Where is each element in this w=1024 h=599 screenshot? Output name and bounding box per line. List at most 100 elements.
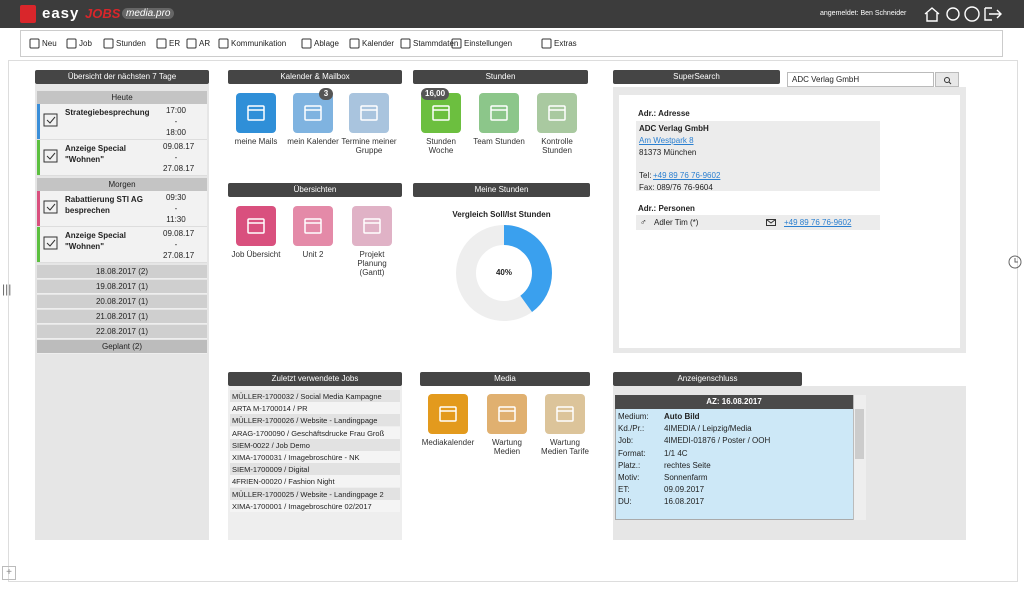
tile[interactable] — [293, 206, 333, 246]
address-box — [636, 121, 880, 191]
fax: Fax: 089/76 76-9604 — [639, 183, 713, 192]
toolbar-icon — [103, 38, 114, 49]
toolbar-item[interactable]: Extras — [554, 39, 577, 48]
job-row[interactable]: SIEM-1700009 / Digital — [230, 463, 400, 476]
field-value: 4IMEDI-01876 / Poster / OOH — [664, 436, 771, 446]
toolbar-icon — [349, 38, 360, 49]
tile-icon — [498, 406, 516, 422]
field-value: 4IMEDIA / Leipzig/Media — [664, 424, 752, 434]
address-street[interactable]: Am Westpark 8 — [639, 136, 694, 145]
field-label: Platz.: — [618, 460, 641, 470]
job-row[interactable]: SIEM-0022 / Job Demo — [230, 438, 400, 451]
tile[interactable] — [352, 206, 392, 246]
job-row[interactable]: ARAG-1700090 / Geschäftsdrucke Frau Groß — [230, 426, 400, 439]
refresh-icon[interactable] — [946, 7, 960, 21]
tile[interactable] — [428, 394, 468, 434]
job-row[interactable]: XIMA-1700001 / Imagebroschüre 02/2017 — [230, 499, 400, 512]
person-name: Adler Tim (*) — [654, 218, 699, 227]
job-row[interactable]: MÜLLER-1700032 / Social Media Kampagne — [230, 390, 400, 402]
event-stripe — [37, 191, 40, 226]
section-heading: Adr.: Personen — [638, 204, 695, 213]
job-row[interactable]: ARTA M-1700014 / PR — [230, 402, 400, 415]
tile[interactable] — [479, 93, 519, 133]
toolbar-item[interactable]: Kommunikation — [231, 39, 287, 48]
toolbar-icon — [541, 38, 552, 49]
toolbar-item[interactable]: Einstellungen — [464, 39, 513, 48]
logout-icon[interactable] — [984, 7, 1002, 21]
tile[interactable] — [236, 93, 276, 133]
help-icon[interactable] — [964, 6, 980, 22]
side-handle[interactable]: ||| — [2, 282, 12, 296]
field-label: Motiv: — [618, 473, 640, 482]
search-button[interactable] — [935, 72, 959, 87]
tile[interactable] — [236, 206, 276, 246]
history-icon[interactable] — [1008, 255, 1022, 269]
job-row[interactable]: MÜLLER-1700026 / Website - Landingpage — [230, 414, 400, 427]
tile-icon — [247, 105, 265, 121]
event-row[interactable]: Anzeige Special "Wohnen" 09.08.17 - 27.08.1… — [37, 140, 207, 176]
add-tab[interactable]: + — [2, 566, 16, 580]
event-row[interactable]: Rabattierung STI AG besprechen 09:30 - 11:3… — [37, 191, 207, 227]
toolbar-icon — [451, 38, 462, 49]
search-icon — [944, 77, 952, 85]
tile[interactable] — [487, 394, 527, 434]
day-summary[interactable]: 19.08.2017 (1) — [37, 280, 207, 294]
tel-label: Tel: — [639, 171, 652, 180]
field-label: Kd./Pr.: — [618, 424, 645, 434]
day-header: Morgen — [37, 178, 207, 191]
field-value: rechtes Seite — [664, 460, 711, 470]
toolbar-item[interactable]: ER — [169, 39, 181, 48]
panel-title: Anzeigenschluss — [613, 372, 802, 386]
toolbar-item[interactable]: Stunden — [116, 39, 146, 48]
header-icons — [924, 6, 1002, 22]
event-icon — [43, 149, 58, 163]
person-phone[interactable]: +49 89 76 76-9602 — [784, 218, 852, 227]
tel-link[interactable]: +49 89 76 76-9602 — [653, 171, 721, 180]
tile[interactable] — [537, 93, 577, 133]
toolbar-item[interactable]: Ablage — [314, 39, 339, 48]
job-row[interactable]: XIMA-1700031 / Imagebroschüre - NK — [230, 451, 400, 463]
person-row[interactable] — [636, 215, 880, 230]
job-row[interactable]: MÜLLER-1700025 / Website - Landingpage 2 — [230, 487, 400, 500]
toolbar-item[interactable]: AR — [199, 39, 211, 48]
job-row[interactable]: 4FRIEN-00020 / Fashion Night — [230, 475, 400, 488]
section-heading: Adr.: Adresse — [638, 109, 690, 118]
home-icon[interactable] — [924, 7, 940, 22]
event-time: 18:00 — [165, 128, 187, 137]
tile-label: Kontrolle Stunden — [541, 137, 573, 155]
event-icon — [43, 236, 58, 250]
search-input[interactable]: ADC Verlag GmbH — [787, 72, 934, 87]
event-time: 17:00 — [165, 106, 187, 115]
donut-label: 40% — [495, 268, 512, 277]
scroll-thumb — [855, 409, 864, 459]
day-summary[interactable]: 18.08.2017 (2) — [37, 265, 207, 279]
event-row[interactable]: Strategiebesprechung 17:00 - 18:00 — [37, 104, 207, 140]
event-title: Anzeige Special "Wohnen" — [65, 144, 126, 164]
event-row[interactable]: Anzeige Special "Wohnen" 09.08.17 - 27.08.1… — [37, 227, 207, 263]
tile[interactable] — [349, 93, 389, 133]
toolbar-icon — [301, 38, 312, 49]
toolbar-item[interactable]: Kalender — [362, 39, 395, 48]
tile-label: Wartung Medien — [492, 438, 522, 456]
deadline-box — [615, 395, 866, 520]
toolbar-item[interactable]: Stammdaten — [413, 39, 459, 48]
tile-icon — [360, 105, 378, 121]
day-summary[interactable]: Geplant (2) — [37, 340, 207, 354]
tile-label: Job Übersicht — [231, 250, 281, 259]
day-summary[interactable]: 22.08.2017 (1) — [37, 325, 207, 339]
panel-title: Übersicht der nächsten 7 Tage — [35, 70, 209, 84]
donut-chart — [456, 225, 552, 321]
toolbar-icon — [156, 38, 167, 49]
field-label: Job: — [618, 436, 634, 446]
panel-title: Übersichten — [228, 183, 402, 197]
tile[interactable] — [545, 394, 585, 434]
tile-icon — [363, 218, 381, 234]
toolbar-item[interactable]: Job — [79, 39, 92, 48]
toolbar-item[interactable]: Neu — [42, 39, 57, 48]
panel-title: Media — [420, 372, 590, 386]
day-summary[interactable]: 20.08.2017 (1) — [37, 295, 207, 309]
toolbar-icon — [66, 38, 77, 49]
day-summary[interactable]: 21.08.2017 (1) — [37, 310, 207, 324]
event-stripe — [37, 227, 40, 262]
